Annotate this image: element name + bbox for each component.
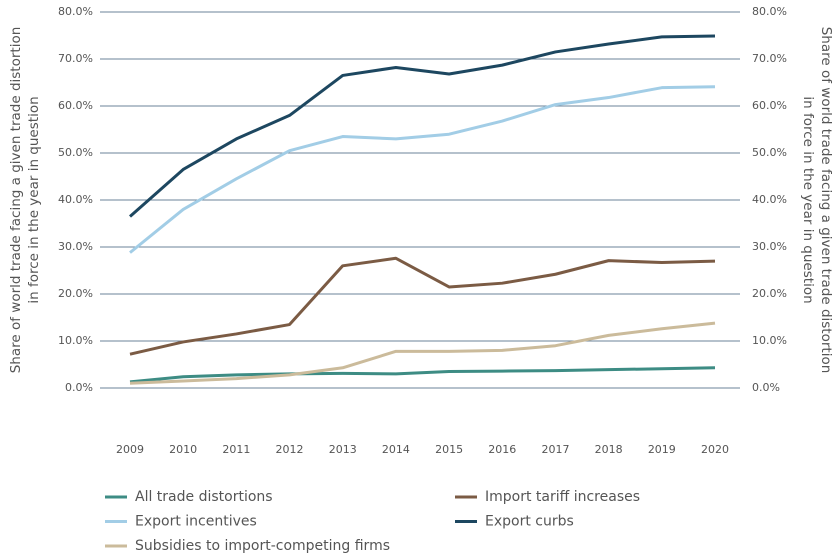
x-tick-label: 2017 (541, 443, 569, 456)
x-tick-label: 2020 (701, 443, 729, 456)
y2-axis-label: Share of world trade facing a given trad… (818, 27, 834, 374)
y2-tick-label: 0.0% (752, 381, 780, 394)
y-tick-label: 20.0% (58, 287, 93, 300)
x-tick-label: 2018 (595, 443, 623, 456)
x-tick-label: 2014 (382, 443, 410, 456)
x-tick-label: 2015 (435, 443, 463, 456)
series-line (129, 34, 716, 218)
y-axis-label: in force in the year in question (26, 96, 42, 303)
y2-tick-label: 40.0% (752, 193, 787, 206)
y-tick-label: 80.0% (58, 5, 93, 18)
y2-tick-label: 20.0% (752, 287, 787, 300)
x-tick-label: 2016 (488, 443, 516, 456)
y-tick-label: 60.0% (58, 99, 93, 112)
y-tick-label: 10.0% (58, 334, 93, 347)
y2-axis-label: in force in the year in question (800, 96, 816, 303)
series-line (129, 256, 716, 356)
x-tick-label: 2011 (222, 443, 250, 456)
y-axis-label: Share of world trade facing a given trad… (8, 27, 24, 374)
x-tick-label: 2019 (648, 443, 676, 456)
legend-label: All trade distortions (135, 489, 273, 505)
y-tick-label: 50.0% (58, 146, 93, 159)
y-tick-label: 40.0% (58, 193, 93, 206)
y-tick-label: 30.0% (58, 240, 93, 253)
series-line (129, 366, 716, 384)
series-line (129, 85, 716, 254)
legend-label: Subsidies to import-competing firms (135, 538, 390, 554)
x-tick-label: 2010 (169, 443, 197, 456)
x-tick-label: 2012 (276, 443, 304, 456)
x-tick-label: 2009 (116, 443, 144, 456)
y-tick-label: 0.0% (65, 381, 93, 394)
y2-tick-label: 70.0% (752, 52, 787, 65)
legend-label: Export incentives (135, 514, 257, 530)
y2-tick-label: 80.0% (752, 5, 787, 18)
y-tick-label: 70.0% (58, 52, 93, 65)
legend-label: Export curbs (485, 514, 574, 530)
y2-tick-label: 30.0% (752, 240, 787, 253)
y2-tick-label: 60.0% (752, 99, 787, 112)
legend-label: Import tariff increases (485, 489, 640, 505)
x-tick-label: 2013 (329, 443, 357, 456)
series-line (129, 321, 716, 385)
y2-tick-label: 10.0% (752, 334, 787, 347)
y2-tick-label: 50.0% (752, 146, 787, 159)
